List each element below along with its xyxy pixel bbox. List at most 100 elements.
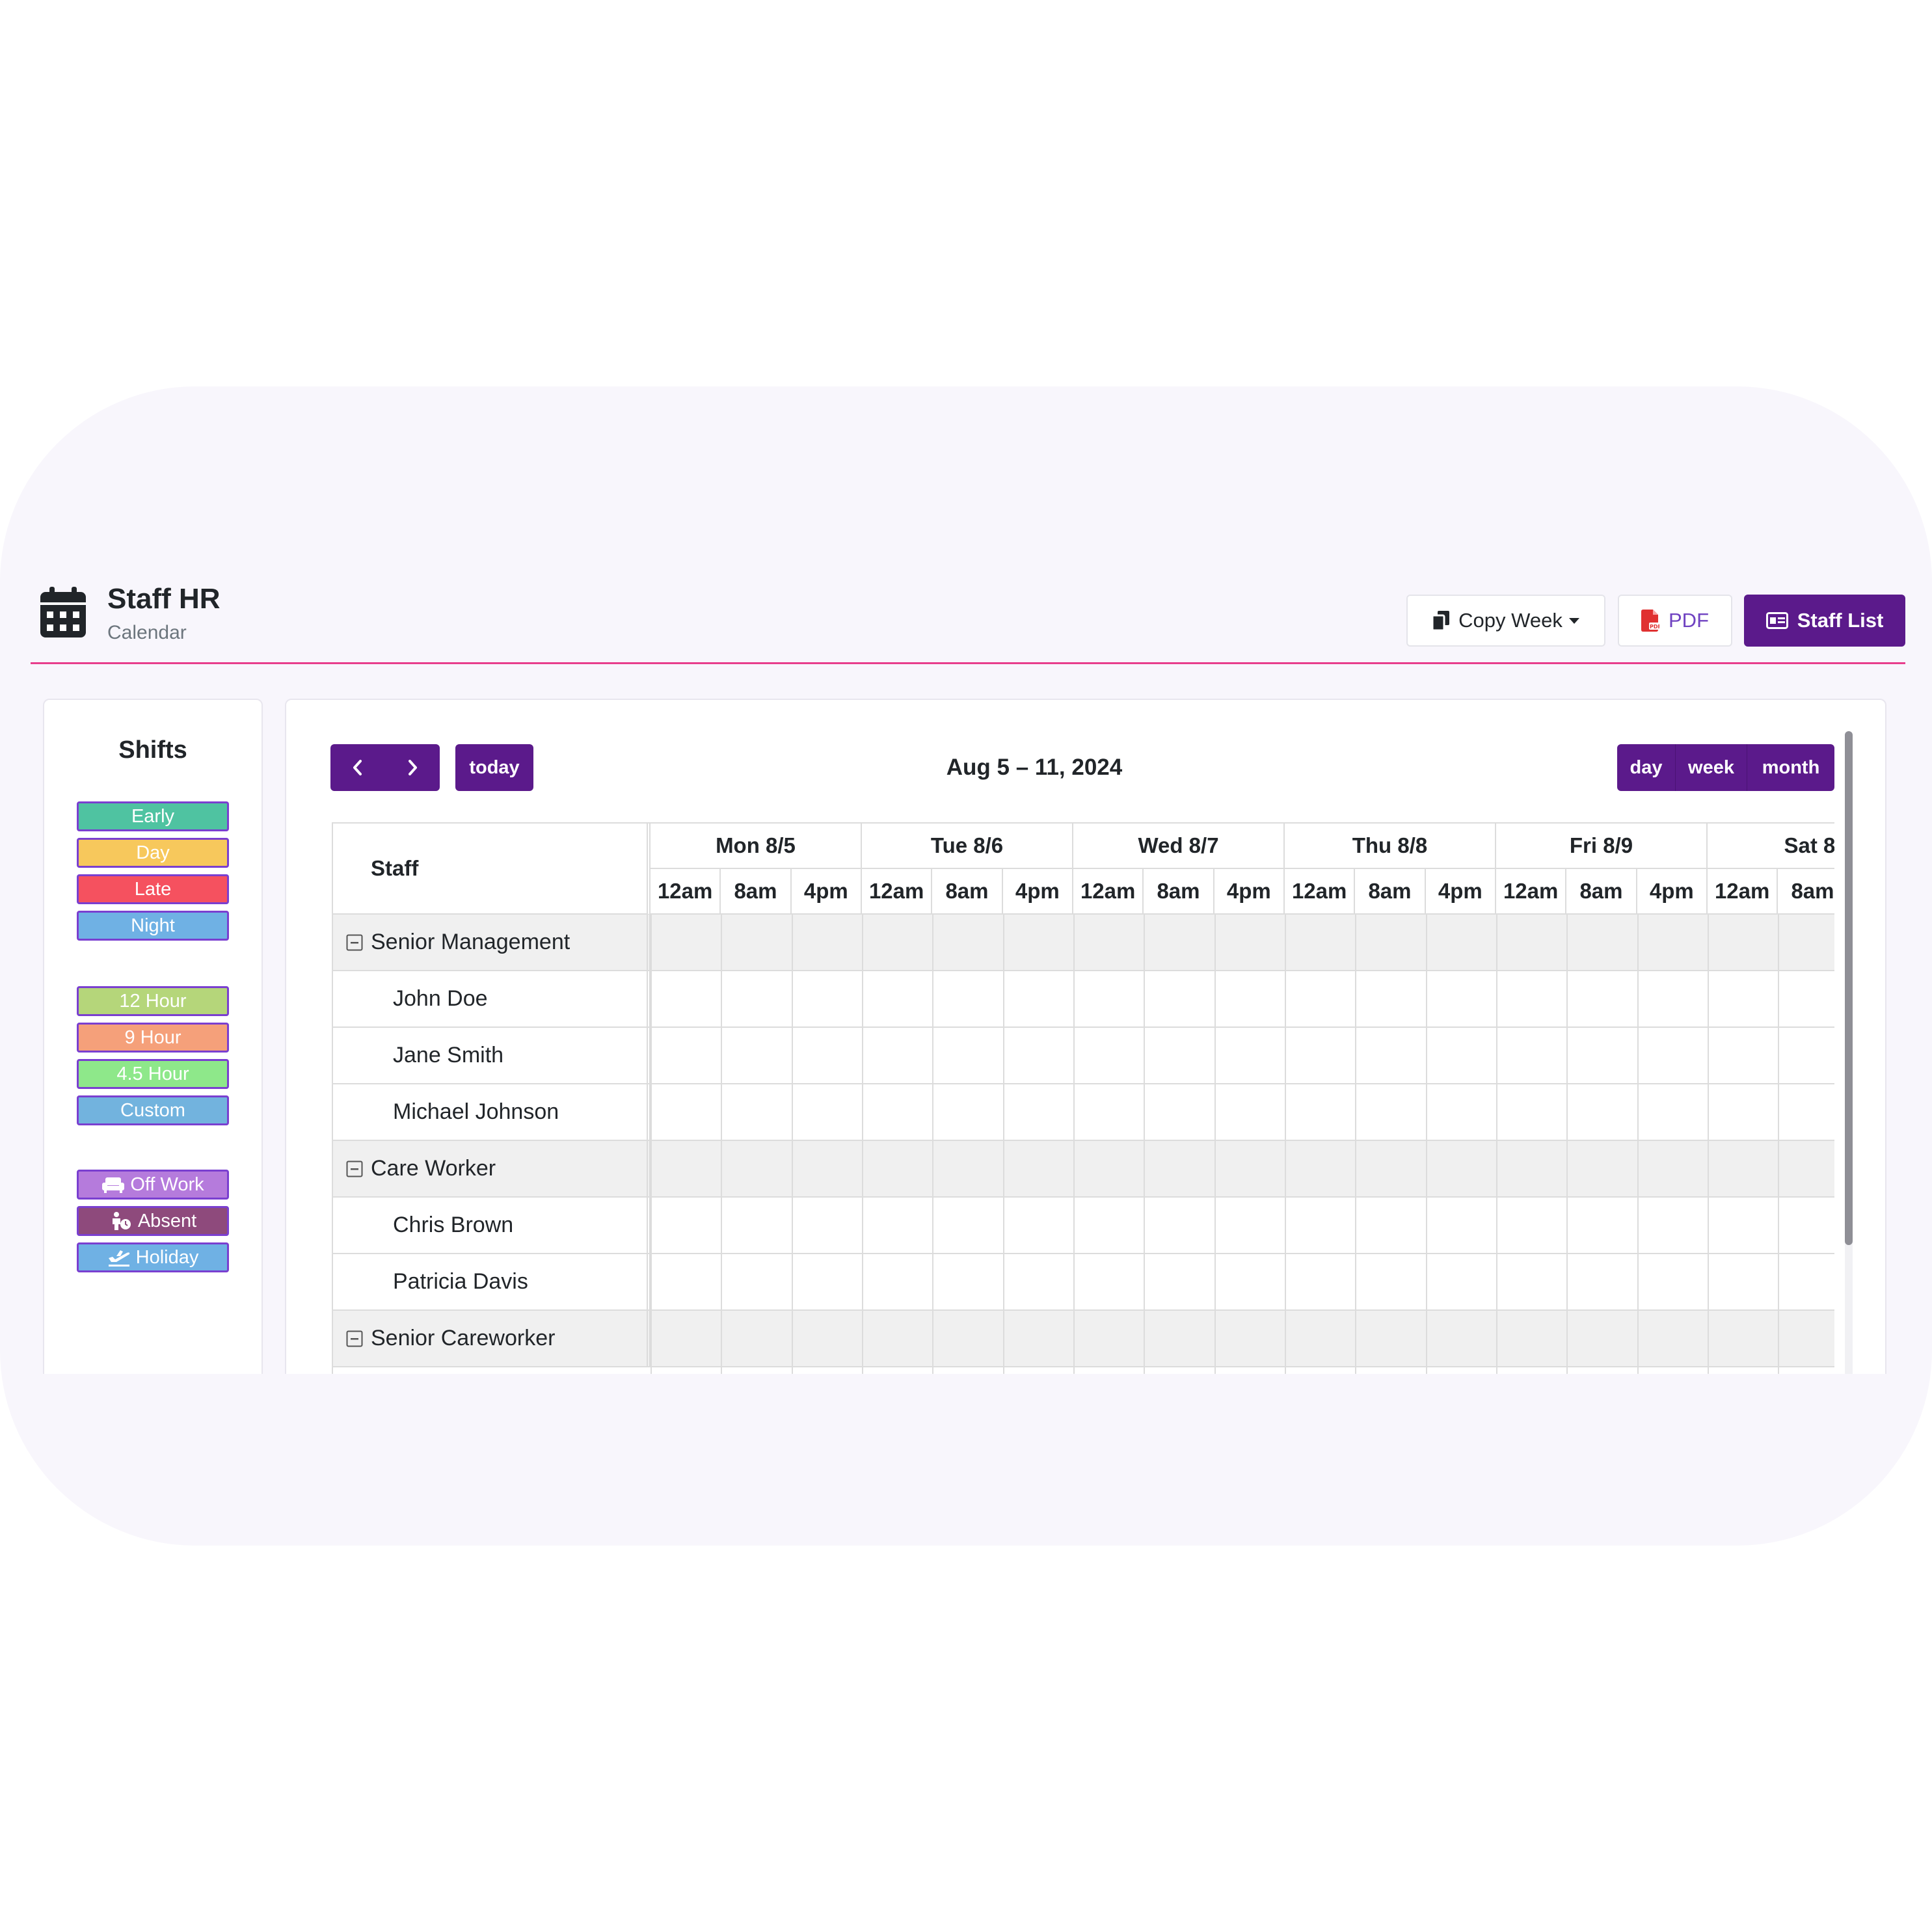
view-month-button[interactable]: month xyxy=(1762,757,1820,778)
time-slot-header: 4pm xyxy=(1425,869,1496,915)
time-slot-header: 4pm xyxy=(1637,869,1708,915)
slot-gridline xyxy=(1708,915,1709,1374)
person-clock-icon xyxy=(112,1212,131,1230)
pdf-button[interactable]: PDF PDF xyxy=(1618,595,1732,647)
view-switcher: day week month xyxy=(1617,744,1834,791)
shift-tag-night[interactable]: Night xyxy=(77,911,229,941)
day-header: Tue 8/6 xyxy=(862,824,1073,869)
app-title: Staff HR xyxy=(107,583,221,615)
row-label-text: Jane Smith xyxy=(393,1043,504,1067)
shift-tag-holiday[interactable]: Holiday xyxy=(77,1242,229,1272)
time-slot-header: 8am xyxy=(1144,869,1214,915)
slot-gridline xyxy=(862,915,863,1374)
chevron-right-icon xyxy=(409,760,417,775)
scrollbar-thumb[interactable] xyxy=(1845,731,1853,1245)
staff-name: Jane Smith xyxy=(333,1028,651,1083)
shift-tag-label: 9 Hour xyxy=(124,1026,181,1048)
staff-name: John Doe xyxy=(333,971,651,1026)
day-header: Wed 8/7 xyxy=(1073,824,1285,869)
resource-group-row[interactable]: Senior Management xyxy=(333,915,1834,971)
staff-name: Patricia Davis xyxy=(333,1254,651,1309)
shift-tag-label: Holiday xyxy=(135,1246,199,1268)
shift-tag-day[interactable]: Day xyxy=(77,838,229,868)
resource-row[interactable]: John Doe xyxy=(333,971,1834,1028)
slot-gridline xyxy=(1778,915,1780,1374)
shift-tag-off-work[interactable]: Off Work xyxy=(77,1170,229,1200)
chevron-down-icon xyxy=(1568,617,1579,624)
resource-group-row[interactable]: Senior Careworker xyxy=(333,1311,1834,1367)
timeline-grid: Staff Mon 8/5 12am 8am 4pm Tue 8/6 12am 8am 4pm… xyxy=(332,822,1834,1374)
row-label-text: Chris Brown xyxy=(393,1213,514,1237)
app-subtitle: Calendar xyxy=(107,622,187,643)
shift-tag-12-hour[interactable]: 12 Hour xyxy=(77,986,229,1016)
shift-tag-custom[interactable]: Custom xyxy=(77,1095,229,1125)
shift-tag-label: Absent xyxy=(137,1210,197,1231)
staff-list-button[interactable]: Staff List xyxy=(1744,595,1905,647)
row-label-text: Senior Management xyxy=(371,930,570,954)
view-week-button[interactable]: week xyxy=(1676,744,1747,791)
slot-gridline xyxy=(1214,915,1216,1374)
group-label[interactable]: Senior Management xyxy=(333,915,651,970)
row-label-text: Patricia Davis xyxy=(393,1269,528,1294)
copy-week-button[interactable]: Copy Week xyxy=(1406,595,1605,647)
resource-row[interactable]: Chris Brown xyxy=(333,1198,1834,1254)
collapse-icon[interactable] xyxy=(346,934,363,951)
time-slot-header: 8am xyxy=(721,869,792,915)
day-header: Mon 8/5 xyxy=(651,824,862,869)
chevron-left-icon xyxy=(353,760,362,775)
shift-tag-absent[interactable]: Absent xyxy=(77,1206,229,1236)
time-slot-header: 12am xyxy=(1073,869,1144,915)
slot-gridline xyxy=(1425,915,1427,1374)
day-header: Fri 8/9 xyxy=(1496,824,1708,869)
shifts-panel: Shifts Early Day Late Night 12 Hour 9 Ho… xyxy=(43,699,263,1374)
shift-tag-late[interactable]: Late xyxy=(77,874,229,904)
file-pdf-icon: PDF xyxy=(1641,610,1659,632)
shift-tag-4-5-hour[interactable]: 4.5 Hour xyxy=(77,1059,229,1089)
prev-week-button[interactable] xyxy=(330,744,385,791)
staff-column-header: Staff xyxy=(333,824,651,915)
collapse-icon[interactable] xyxy=(346,1161,363,1177)
calendar-panel: today Aug 5 – 11, 2024 day week month St… xyxy=(285,699,1886,1374)
resource-row[interactable]: Jane Smith xyxy=(333,1028,1834,1084)
calendar-icon xyxy=(40,587,86,637)
row-label-text: John Doe xyxy=(393,986,488,1011)
time-slot-header: 4pm xyxy=(791,869,862,915)
view-day-button[interactable]: day xyxy=(1617,744,1676,791)
group-label[interactable]: Senior Careworker xyxy=(333,1311,651,1366)
shift-tag-label: 12 Hour xyxy=(119,990,187,1012)
resource-row[interactable]: Patricia Davis xyxy=(333,1254,1834,1311)
slot-gridline xyxy=(1566,915,1568,1374)
vertical-scrollbar[interactable] xyxy=(1845,731,1853,1374)
day-header: Thu 8/8 xyxy=(1285,824,1496,869)
today-button[interactable]: today xyxy=(455,744,533,791)
next-week-button[interactable] xyxy=(385,744,440,791)
slot-gridline xyxy=(1496,915,1497,1374)
time-slot-header: 12am xyxy=(862,869,933,915)
shift-tag-label: Day xyxy=(136,842,170,863)
row-label-text: Care Worker xyxy=(371,1156,496,1181)
timeline-header: Mon 8/5 12am 8am 4pm Tue 8/6 12am 8am 4pm Wed 8/… xyxy=(651,824,1834,1374)
shift-tag-9-hour[interactable]: 9 Hour xyxy=(77,1023,229,1053)
time-slot-header: 8am xyxy=(1355,869,1426,915)
row-label-text: Michael Johnson xyxy=(393,1099,559,1124)
svg-text:PDF: PDF xyxy=(1650,624,1659,630)
slot-gridline xyxy=(1073,915,1075,1374)
time-slot-header: 8am xyxy=(1566,869,1637,915)
nav-button-group xyxy=(330,744,440,791)
id-card-icon xyxy=(1765,612,1788,629)
time-slot-header: 12am xyxy=(1496,869,1567,915)
collapse-icon[interactable] xyxy=(346,1330,363,1347)
staff-name: Chris Brown xyxy=(333,1198,651,1253)
time-slot-header: 4pm xyxy=(1002,869,1073,915)
copy-week-label: Copy Week xyxy=(1458,609,1563,632)
slot-gridline xyxy=(651,915,652,1374)
shift-tag-label: Custom xyxy=(120,1099,185,1121)
header-divider xyxy=(31,662,1905,664)
staff-list-label: Staff List xyxy=(1797,609,1884,632)
shift-tag-early[interactable]: Early xyxy=(77,801,229,831)
slot-gridline xyxy=(932,915,934,1374)
resource-row[interactable]: Michael Johnson xyxy=(333,1084,1834,1141)
group-label[interactable]: Care Worker xyxy=(333,1141,651,1196)
date-range-title: Aug 5 – 11, 2024 xyxy=(946,755,1123,780)
resource-group-row[interactable]: Care Worker xyxy=(333,1141,1834,1198)
